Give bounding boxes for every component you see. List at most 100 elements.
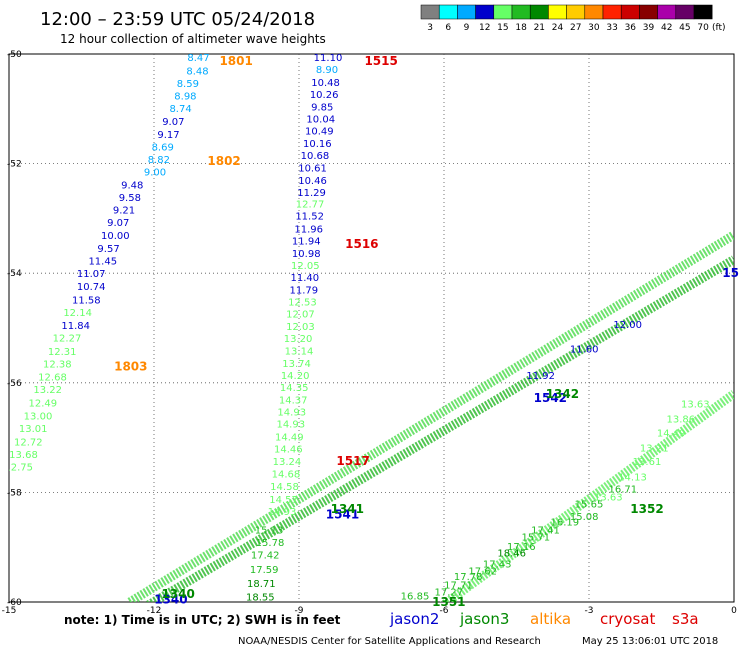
data-points: 8.47 8.48 8.598.98 8.74 9.07 9.178.69 8.82 9.00… (4, 54, 710, 602)
data-point-cryosat: 10.16 (303, 139, 332, 150)
colorbar-label: 45 (679, 23, 690, 33)
legend-cryosat: cryosat (600, 610, 655, 628)
colorbar-label: 24 (552, 23, 564, 33)
legend-note: note: 1) Time is in UTC; 2) SWH is in fe… (64, 613, 341, 627)
data-point-cryosat: 14.93 (268, 507, 297, 518)
data-point-altika: 12.75 (4, 462, 33, 473)
colorbar-label: 70 (697, 23, 709, 33)
footer-credit: NOAA/NESDIS Center for Satellite Applica… (238, 636, 541, 647)
data-point-cryosat: 17.59 (250, 565, 279, 576)
time-label-altika: 1801 (219, 54, 252, 68)
x-tick-label: -15 (2, 606, 17, 616)
data-point-altika: 8.74 (169, 104, 191, 115)
data-point-altika: 12.68 (38, 373, 67, 384)
data-point-cryosat: 10.26 (310, 90, 339, 101)
y-tick-label: -54 (7, 269, 22, 279)
data-point-altika: 9.07 (162, 117, 184, 128)
time-label-altika: 1803 (114, 359, 147, 373)
data-point-altika: 10.74 (77, 282, 106, 293)
data-point-altika: 13.68 (9, 450, 38, 461)
colorbar-label: 15 (497, 23, 508, 33)
time-label-jason2: 1541 (326, 507, 359, 521)
data-point-altika: 9.07 (107, 218, 129, 229)
data-point-cryosat: 11.94 (292, 237, 321, 248)
colorbar-swatch (493, 4, 513, 20)
track-swath (439, 390, 734, 602)
data-point-cryosat: 12.03 (286, 322, 315, 333)
data-point-cryosat: 15.13 (255, 526, 284, 537)
colorbar-swatch (475, 4, 495, 20)
legend-altika: altika (530, 610, 571, 628)
data-point-cryosat: 14.37 (279, 396, 308, 407)
data-point-jason3: 13.63 (594, 493, 623, 504)
legend-s3a: s3a (672, 610, 699, 628)
colorbar-swatch (675, 4, 695, 20)
data-point-altika: 13.00 (24, 412, 53, 423)
time-label-cryosat: 1517 (336, 454, 369, 468)
data-point-cryosat: 11.79 (290, 285, 319, 296)
data-point-jason3: 17.27 (435, 587, 464, 598)
time-label-jason3: 1352 (630, 502, 663, 516)
data-point-altika: 8.82 (148, 155, 170, 166)
data-point-cryosat: 12.07 (286, 310, 315, 321)
data-point-altika: 8.98 (174, 91, 196, 102)
data-point-jason3: 17.43 (483, 559, 512, 570)
data-point-altika: 13.01 (19, 424, 48, 435)
data-point-jason3: 13.63 (681, 399, 710, 410)
data-point-jason3: 17.62 (468, 567, 497, 578)
colorbar-swatch (529, 4, 549, 20)
legend-jason3: jason3 (459, 610, 509, 628)
data-point-altika: 11.84 (61, 321, 90, 332)
data-point-altika: 9.57 (97, 244, 119, 255)
data-point-cryosat: 11.40 (290, 273, 319, 284)
colorbar-label: 6 (445, 23, 451, 33)
data-point-jason3: 16.19 (551, 517, 580, 528)
data-point-jason3: 17.78 (454, 572, 483, 583)
data-point-altika: 12.31 (48, 347, 77, 358)
data-point-cryosat: 14.46 (274, 444, 303, 455)
data-point-cryosat: 12.77 (296, 199, 325, 210)
data-point-jason2: 12.00 (613, 320, 642, 331)
colorbar-label: 42 (661, 23, 672, 33)
data-point-altika: 12.38 (43, 359, 72, 370)
data-point-cryosat: 10.48 (311, 78, 340, 89)
data-point-cryosat: 12.53 (288, 298, 317, 309)
colorbar-swatch (620, 4, 640, 20)
colorbar-unit: (ft) (712, 23, 726, 33)
y-tick-label: -50 (7, 50, 22, 60)
time-label-jason3: 1342 (546, 387, 579, 401)
data-point-altika: 13.22 (33, 385, 62, 396)
data-point-altika: 12.14 (63, 308, 92, 319)
colorbar-swatch (548, 4, 567, 20)
track-swath (127, 230, 734, 602)
data-point-altika: 12.49 (29, 398, 58, 409)
data-point-jason3: 13.86 (667, 414, 696, 425)
time-label-jason2: 1542 (534, 391, 567, 405)
data-point-cryosat: 10.98 (292, 249, 321, 260)
data-point-jason3: 15.71 (522, 533, 551, 544)
data-point-altika: 9.00 (144, 168, 166, 179)
data-point-cryosat: 10.46 (298, 176, 327, 187)
data-point-altika: 9.58 (119, 193, 141, 204)
data-point-jason2: 11.92 (526, 371, 555, 382)
colorbar-swatch (602, 4, 622, 20)
data-point-cryosat: 17.42 (251, 551, 280, 562)
time-label-jason3: 1341 (331, 502, 364, 516)
data-point-altika: 12.27 (53, 334, 82, 345)
colorbar-swatch (457, 4, 476, 20)
axis-ticks: -15 -12 -9 -6 -3 0 -50 -52 -54 -56 -58 -60 (2, 50, 737, 616)
data-point-cryosat: 10.49 (305, 127, 334, 138)
grid (9, 54, 734, 602)
colorbar-label: 36 (625, 23, 637, 33)
data-point-jason3: 16.71 (609, 484, 638, 495)
colorbar-swatch (584, 4, 604, 20)
y-tick-label: -52 (7, 160, 22, 170)
data-point-cryosat: 14.35 (280, 383, 309, 394)
colorbar-swatch (438, 4, 458, 20)
chart-title: 12:00 – 23:59 UTC 05/24/2018 (40, 9, 315, 30)
data-point-cryosat: 11.52 (295, 211, 324, 222)
x-tick-label: -3 (585, 606, 594, 616)
colorbar-label: 39 (643, 23, 655, 33)
data-point-cryosat: 15.78 (256, 538, 285, 549)
time-label-jason2: 15 (722, 266, 739, 280)
